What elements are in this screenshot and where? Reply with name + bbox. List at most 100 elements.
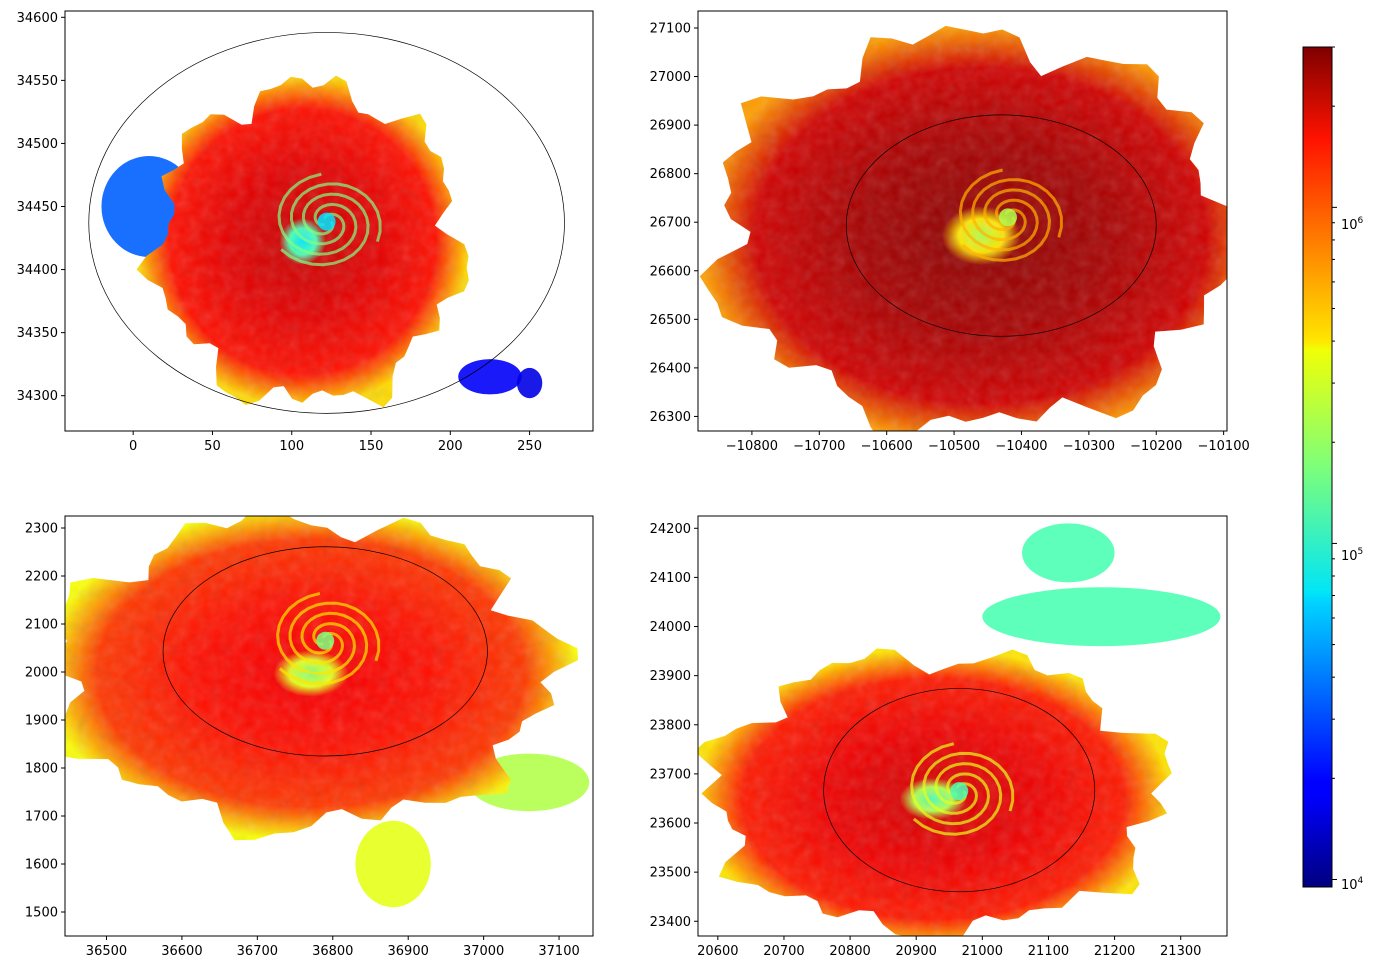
y-tick-label: 34400 [17,263,58,278]
y-tick-label: 24200 [650,522,691,537]
reference-ellipse [162,546,488,757]
y-tick-label: 1500 [25,906,58,921]
y-tick-label: 23600 [650,817,691,832]
y-tick-label: 2200 [25,570,58,585]
x-tick-label: −10600 [861,439,913,454]
axes-frame [64,10,594,432]
panel-bottom-left: 36500 36600 36700 36800 36900 37000 37100 1500 1… [25,515,594,959]
x-tick-label: 36800 [312,944,353,959]
heatmap-field [65,516,590,908]
panel-bottom-right: 20600 20700 20800 20900 21000 21100 21200 21300… [650,515,1228,959]
swirl-streak [290,182,382,246]
swirl-streak [288,601,381,665]
colorbar-tick-label-10-4: 104 [1341,876,1364,893]
y-tick-label: 2300 [25,522,58,537]
y-tick-label: 1700 [25,810,58,825]
swirl-streak [971,178,1063,242]
heatmap-lobe [458,359,522,395]
swirl-streak [277,172,358,256]
heatmap-field [699,25,1227,431]
vortex-core [317,212,336,231]
y-tick-label: 23700 [650,767,691,782]
y-tick-label: 2100 [25,618,58,633]
x-tick-label: 20800 [829,944,870,959]
x-tick-label: 37000 [463,944,504,959]
panel-top-right: −10800 −10700 −10600 −10500 −10400 −10300 −102… [650,10,1250,454]
x-tick-label: 50 [204,439,221,454]
panel-top-left: 0 50 100 150 200 250 34300 34350 34400 34450 34500… [17,10,594,454]
x-tick-label: 21200 [1094,944,1135,959]
swirl-streak [280,192,370,267]
axes-frame [64,515,594,937]
swirl-streak [961,188,1052,262]
y-tick-label: 34450 [17,200,58,215]
reference-ellipse [823,688,1096,893]
y-tick-label: 1900 [25,714,58,729]
x-tick-label: 150 [359,439,384,454]
x-tick-label: 37100 [538,944,579,959]
x-tick-label: 0 [129,439,137,454]
y-tick-label: 26800 [650,167,691,182]
colorbar-tick-label-10-5: 105 [1341,547,1363,564]
axes-frame [697,515,1228,937]
heatmap-lobe [516,367,543,399]
y-tick-label: 26900 [650,119,691,134]
x-tick-label: 36700 [237,944,278,959]
x-tick-label: 20700 [763,944,804,959]
heatmap-field [88,32,565,414]
y-tick-label: 1800 [25,762,58,777]
y-tick-label: 34350 [17,326,58,341]
heatmap-lobe [355,820,431,908]
y-tick-label: 34550 [17,74,58,89]
x-tick-label: 36500 [86,944,127,959]
x-tick-label: 200 [438,439,463,454]
y-tick-label: 24100 [650,571,691,586]
y-tick-label: 26600 [650,264,691,279]
colorbar: 104 105 106 [1302,46,1364,893]
axes-frame [697,10,1228,432]
y-tick-label: 27000 [650,70,691,85]
colorbar-tick-label-10-6: 106 [1341,216,1364,233]
heatmap-lobe [982,587,1221,647]
x-tick-label: −10200 [1130,439,1182,454]
x-tick-label: 21300 [1160,944,1201,959]
swirl-streak [910,742,991,826]
y-tick-label: 34300 [17,389,58,404]
reference-ellipse [845,114,1157,337]
vortex-core [998,208,1017,227]
colorbar-ticks [1332,46,1337,881]
heatmap-lobe [1022,523,1115,583]
x-tick-label: −10100 [1198,439,1250,454]
y-tick-label: 23500 [650,866,691,881]
y-tick-label: 23900 [650,669,691,684]
y-tick-label: 34600 [17,11,58,26]
heatmap-field [698,523,1221,936]
y-tick-label: 2000 [25,666,58,681]
swirl-streak [276,591,357,676]
x-tick-label: 20900 [896,944,937,959]
x-tick-label: 100 [279,439,304,454]
x-tick-label: −10300 [1063,439,1115,454]
colorbar-gradient [1302,46,1333,888]
y-tick-label: 34500 [17,137,58,152]
y-tick-label: 23400 [650,915,691,930]
y-tick-label: 23800 [650,718,691,733]
x-tick-label: −10800 [726,439,778,454]
x-tick-label: 20600 [697,944,738,959]
x-tick-label: 36900 [388,944,429,959]
y-tick-label: 26700 [650,216,691,231]
x-tick-label: 21100 [1028,944,1069,959]
vortex-core [950,782,969,801]
swirl-streak [912,762,1003,836]
swirl-streak [922,751,1015,815]
y-tick-label: 24000 [650,620,691,635]
reference-ellipse [88,32,565,414]
x-tick-label: 250 [517,439,542,454]
vortex-core [316,631,335,650]
y-tick-label: 26300 [650,410,691,425]
x-tick-label: 36600 [161,944,202,959]
x-tick-label: −10700 [793,439,845,454]
y-tick-label: 26400 [650,361,691,376]
x-tick-label: −10500 [928,439,980,454]
